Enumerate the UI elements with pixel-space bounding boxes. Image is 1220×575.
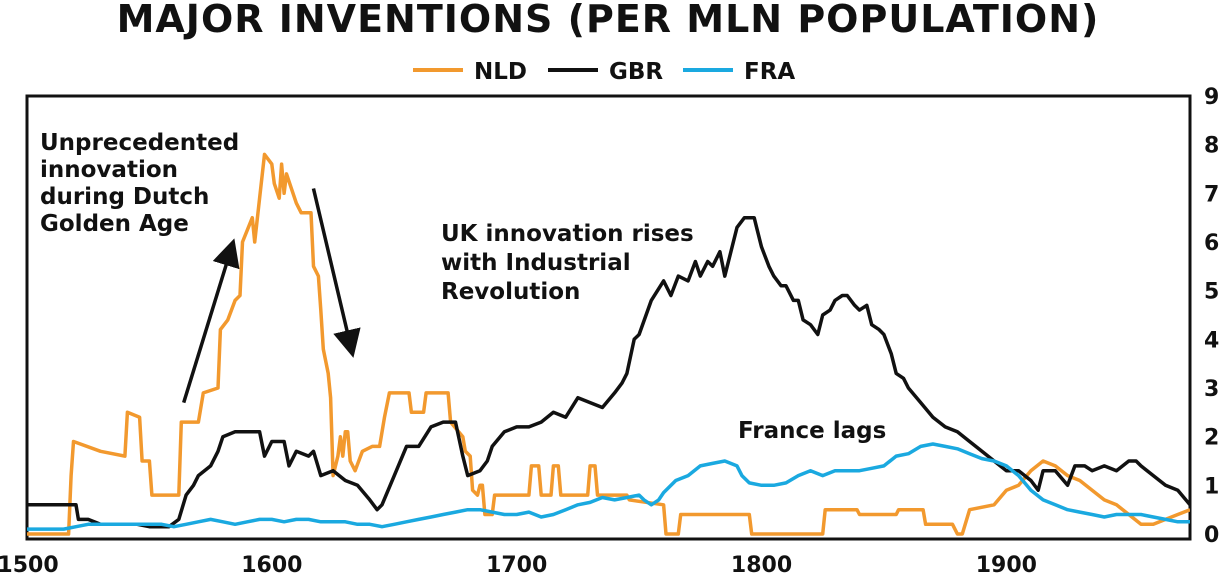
y-tick-label-9: 9	[1204, 85, 1219, 110]
y-tick-label-3: 3	[1204, 377, 1219, 402]
plot-frame	[25, 94, 1192, 541]
annotation-dutch-line-1: Unprecedented	[40, 130, 239, 156]
x-tick-label-1600: 1600	[241, 553, 302, 575]
annotation-dutch-line-2: innovation	[40, 157, 178, 183]
x-tick-label-1900: 1900	[976, 553, 1037, 575]
series-layer	[27, 152, 1190, 536]
x-tick-label-1700: 1700	[486, 553, 547, 575]
y-tick-label-2: 2	[1204, 426, 1219, 451]
legend-label-fra: FRA	[744, 59, 795, 85]
series-line-gbr	[27, 215, 1190, 529]
y-tick-label-4: 4	[1204, 328, 1219, 353]
annotation-uk-line-1: UK innovation rises	[441, 221, 694, 247]
svg-text:Unprecedented innovation: Unprecedented innovation during Dutch Go…	[40, 130, 247, 237]
annotation-dutch: Unprecedented innovation during Dutch Go…	[40, 130, 247, 237]
fall-arrow	[311, 188, 361, 358]
x-tick-label-1800: 1800	[731, 553, 792, 575]
y-tick-label-7: 7	[1204, 182, 1219, 207]
x-axis-ticks: 1500 1600 1700 1800 1900	[0, 553, 1037, 575]
annotation-france-line-1: France lags	[738, 418, 886, 444]
y-tick-label-5: 5	[1204, 280, 1219, 305]
legend: NLD GBR FRA	[413, 59, 795, 85]
legend-label-nld: NLD	[474, 59, 527, 85]
svg-text:France lags: France lags	[738, 418, 886, 444]
y-axis-ticks: 0 1 2 3 4 5 6 7 8 9	[1204, 85, 1219, 548]
y-tick-label-8: 8	[1204, 134, 1219, 159]
y-tick-label-0: 0	[1204, 523, 1219, 548]
x-tick-label-1500: 1500	[0, 553, 59, 575]
chart-title: MAJOR INVENTIONS (PER MLN POPULATION)	[117, 0, 1100, 41]
arrows	[182, 188, 361, 404]
annotation-uk: UK innovation rises with Industrial Revo…	[441, 221, 702, 305]
annotation-dutch-line-3: during Dutch	[40, 184, 209, 210]
legend-label-gbr: GBR	[609, 59, 663, 85]
annotation-france: France lags	[738, 418, 886, 444]
annotation-uk-line-2: with Industrial	[441, 250, 631, 276]
annotation-dutch-line-4: Golden Age	[40, 211, 189, 237]
rise-arrow	[182, 238, 240, 404]
y-tick-label-1: 1	[1204, 474, 1219, 499]
annotation-uk-line-3: Revolution	[441, 279, 580, 305]
svg-text:UK innovation rises with: UK innovation rises with Industrial Revo…	[441, 221, 702, 305]
y-tick-label-6: 6	[1204, 231, 1219, 256]
series-line-fra	[27, 442, 1190, 531]
